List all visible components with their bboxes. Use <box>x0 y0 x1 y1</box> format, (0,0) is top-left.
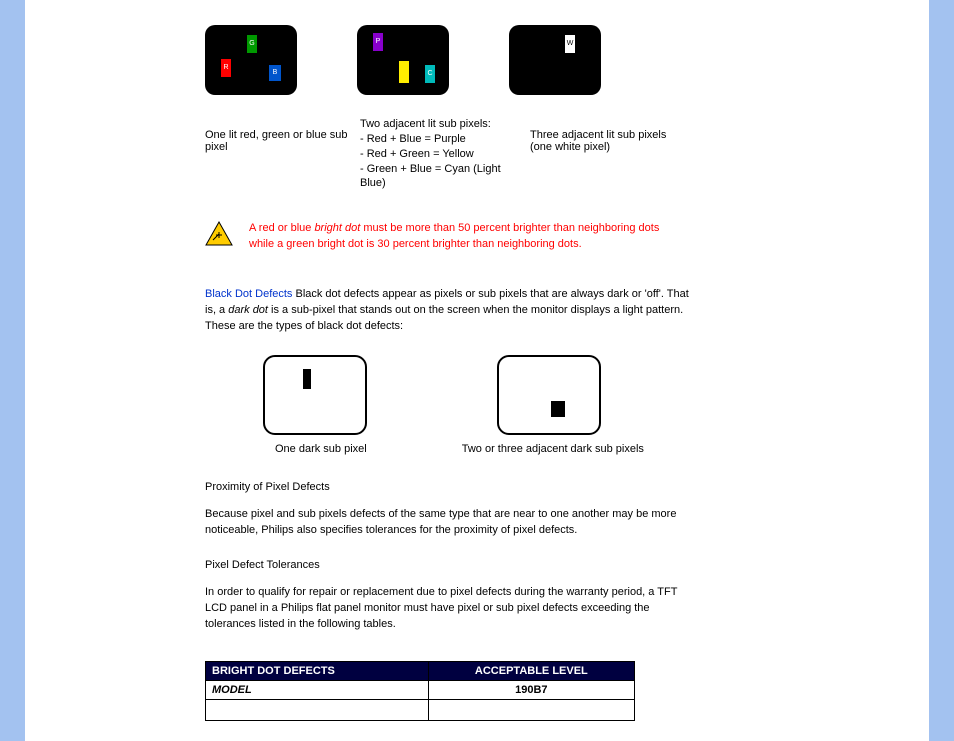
border-left <box>0 0 25 741</box>
warning-note: A red or blue bright dot must be more th… <box>205 221 869 253</box>
td-model-value: 190B7 <box>428 680 634 699</box>
tolerance-heading: Pixel Defect Tolerances <box>205 559 869 571</box>
caption-two-dark: Two or three adjacent dark sub pixels <box>462 443 644 455</box>
border-right <box>929 0 954 741</box>
diagram-pyc: PYC <box>357 25 449 95</box>
th-bright-defects: BRIGHT DOT DEFECTS <box>206 661 429 680</box>
bright-dot-captions: One lit red, green or blue sub pixel Two… <box>205 117 869 191</box>
diagram-white: W <box>509 25 601 95</box>
black-dot-paragraph: Black Dot Defects Black dot defects appe… <box>205 287 695 335</box>
caption-one-dark: One dark sub pixel <box>275 443 367 455</box>
tolerance-table: BRIGHT DOT DEFECTS ACCEPTABLE LEVEL MODE… <box>205 661 635 721</box>
caption-two-adjacent: Two adjacent lit sub pixels: - Red + Blu… <box>360 117 525 191</box>
diagram-two-dark <box>497 355 601 435</box>
bright-dot-diagrams: RGB PYC W <box>205 25 869 95</box>
dark-dot-captions: One dark sub pixel Two or three adjacent… <box>205 443 869 455</box>
left-margin <box>25 0 205 741</box>
proximity-heading: Proximity of Pixel Defects <box>205 481 869 493</box>
warning-text: A red or blue bright dot must be more th… <box>249 221 669 253</box>
diagram-one-dark <box>263 355 367 435</box>
diagram-rgb: RGB <box>205 25 297 95</box>
dark-dot-diagrams <box>263 355 869 435</box>
right-margin <box>869 0 929 741</box>
td-model-label: MODEL <box>206 680 429 699</box>
caption-one-subpixel: One lit red, green or blue sub pixel <box>205 117 355 191</box>
caption-three-adjacent: Three adjacent lit sub pixels (one white… <box>530 117 680 191</box>
main-content: RGB PYC W One lit red, green or blue sub… <box>205 0 869 741</box>
tolerance-body: In order to qualify for repair or replac… <box>205 585 695 633</box>
warning-icon <box>205 221 233 247</box>
black-dot-title: Black Dot Defects <box>205 288 292 300</box>
proximity-body: Because pixel and sub pixels defects of … <box>205 507 695 539</box>
th-acceptable: ACCEPTABLE LEVEL <box>428 661 634 680</box>
